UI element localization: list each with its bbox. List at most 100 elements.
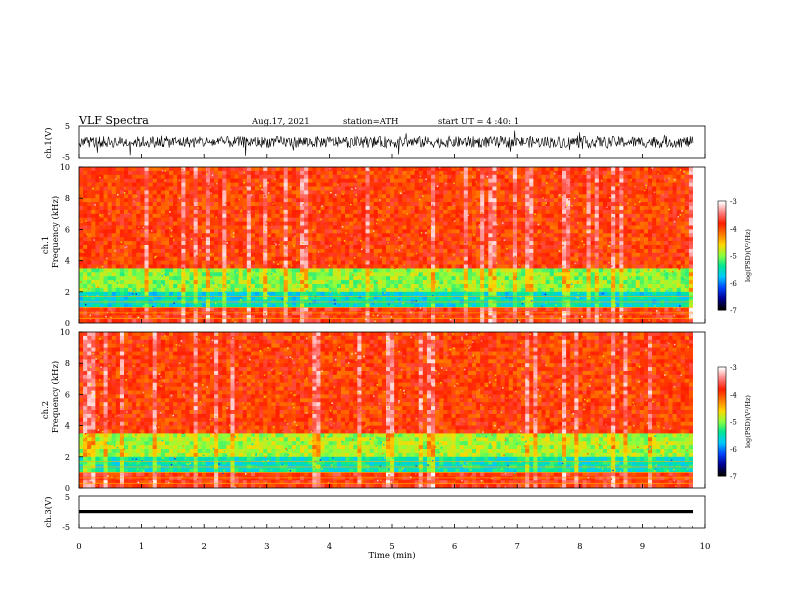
spectrogram-cell: [557, 178, 563, 183]
spectrogram-cell: [570, 276, 575, 281]
spectrogram-cell: [406, 291, 411, 297]
spectrogram-cell: [234, 206, 240, 211]
spectrogram-cell: [255, 170, 260, 176]
spectrogram-cell: [586, 170, 592, 176]
spectrogram-cell: [582, 264, 587, 269]
spectrogram-cell: [197, 209, 203, 215]
spectrogram-cell: [119, 245, 125, 250]
spectrogram-cell: [95, 241, 100, 246]
spectrogram-cell: [422, 213, 428, 219]
spectrogram-cell: [386, 284, 391, 289]
spectrogram-cell: [128, 241, 133, 246]
spectrogram-cell: [349, 209, 354, 215]
spectrogram-cell: [304, 194, 309, 199]
spectrogram-cell: [255, 256, 260, 261]
spectrogram-cell: [214, 225, 219, 230]
spectrogram-cell: [582, 295, 587, 300]
spectrogram-cell: [414, 315, 420, 320]
spectrogram-cell: [312, 221, 317, 226]
spectrogram-cell: [99, 295, 104, 300]
spectrogram-cell: [234, 287, 240, 293]
spectrogram-cell: [136, 186, 141, 191]
spectrogram-cell: [525, 260, 530, 265]
spectrogram-cell: [156, 174, 162, 180]
spectrogram-cell: [349, 213, 354, 219]
spectrogram-cell: [128, 315, 133, 320]
spectrogram-cell: [402, 229, 407, 234]
spectrogram-cell: [533, 174, 538, 180]
spectrogram-cell: [353, 268, 358, 273]
spectrogram-cell: [476, 170, 481, 176]
spectrogram-cell: [410, 276, 416, 281]
spectrogram-cell: [422, 287, 428, 293]
spectrogram-cell: [381, 307, 387, 312]
spectrogram-cell: [328, 237, 334, 242]
spectrogram-cell: [545, 229, 551, 234]
spectrogram-cell: [246, 217, 252, 222]
spectrogram-cell: [295, 237, 301, 242]
spectrogram-cell: [152, 202, 158, 207]
spectrogram-cell: [164, 198, 170, 203]
spectrogram-cell: [226, 237, 231, 242]
spectrogram-cell: [214, 237, 219, 242]
spectrogram-cell: [484, 272, 489, 277]
spectrogram-cell: [83, 280, 88, 285]
spectrogram-cell: [218, 190, 223, 195]
spectrogram-cell: [173, 303, 178, 308]
spectrogram-cell: [238, 268, 244, 273]
spectrogram-cell: [349, 229, 354, 234]
spectrogram-cell: [541, 303, 547, 308]
spectrogram-cell: [119, 213, 125, 219]
spectrogram-cell: [115, 319, 121, 323]
spectrogram-cell: [271, 170, 276, 176]
spectrogram-cell: [111, 284, 117, 289]
spectrogram-cell: [426, 237, 432, 242]
spectrogram-cell: [525, 190, 530, 195]
spectrogram-cell: [365, 268, 371, 273]
spectrogram-cell: [480, 284, 485, 289]
spectrogram-cell: [357, 229, 362, 234]
spectrogram-cell: [557, 174, 563, 180]
spectrogram-cell: [553, 268, 559, 273]
spectrogram-cell: [459, 248, 465, 254]
spectrogram-cell: [103, 284, 109, 289]
spectrogram-cell: [562, 229, 567, 234]
spectrogram-cell: [209, 167, 215, 172]
spectrogram-cell: [455, 241, 461, 246]
spectrogram-cell: [263, 303, 268, 308]
spectrogram-cell: [234, 280, 240, 285]
spectrogram-cell: [283, 217, 289, 222]
spectrogram-cell: [205, 221, 211, 226]
spectrogram-cell: [570, 229, 575, 234]
spectrogram-cell: [173, 256, 178, 261]
spectrogram-cell: [295, 229, 301, 234]
spectrogram-cell: [99, 256, 104, 261]
spectrogram-cell: [103, 202, 109, 207]
spectrogram-cell: [541, 260, 547, 265]
spectrogram-cell: [140, 190, 145, 195]
spectrogram-cell: [201, 229, 207, 234]
spectrogram-cell: [312, 198, 317, 203]
spectrogram-cell: [181, 248, 186, 254]
spectrogram-cell: [529, 213, 534, 219]
spectrogram-cell: [136, 291, 141, 297]
spectrogram-cell: [140, 303, 145, 308]
spectrogram-cell: [406, 295, 411, 300]
spectrogram-cell: [291, 178, 297, 183]
spectrogram-cell: [447, 311, 452, 316]
spectrogram-cell: [476, 260, 481, 265]
spectrogram-cell: [132, 167, 137, 172]
spectrogram-cell: [226, 264, 231, 269]
spectrogram-cell: [83, 256, 88, 261]
spectrogram-cell: [99, 284, 104, 289]
spectrogram-cell: [181, 272, 186, 277]
spectrogram-cell: [504, 319, 510, 323]
spectrogram-cell: [263, 295, 268, 300]
spectrogram-cell: [492, 284, 497, 289]
spectrogram-cell: [234, 264, 240, 269]
spectrogram-cell: [164, 276, 170, 281]
spectrogram-cell: [508, 248, 514, 254]
spectrogram-cell: [91, 252, 96, 258]
spectrogram-cell: [345, 287, 350, 293]
spectrogram-cell: [83, 182, 88, 187]
